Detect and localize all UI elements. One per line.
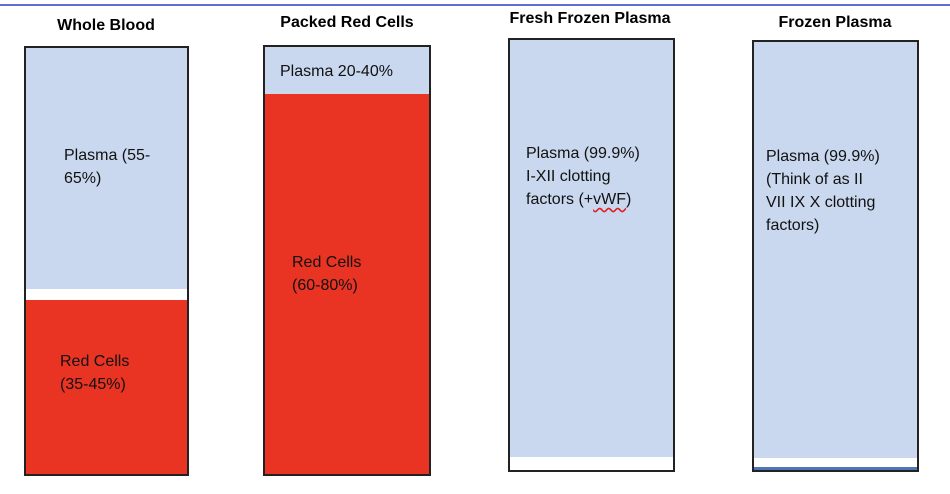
frozen-plasma-title: Frozen Plasma	[778, 14, 892, 31]
label-line: Plasma (99.9%)	[526, 145, 640, 162]
plasma-label: Plasma (99.9%) (Think of as II VII IX X …	[766, 145, 880, 237]
label-line: VII IX X clotting	[766, 194, 876, 211]
whole-blood-container: Plasma (55- 65%) Red Cells (35-45%)	[24, 46, 189, 476]
red-cells-label: Red Cells (35-45%)	[60, 353, 130, 393]
label-line: (Think of as II	[766, 171, 863, 188]
label-line: factors)	[766, 217, 820, 234]
plasma-layer	[510, 40, 673, 457]
label-text: )	[626, 191, 632, 208]
bottom-strip	[754, 467, 917, 470]
label-line: factors (+vWF)	[526, 188, 640, 211]
label-line: I-XII clotting	[526, 168, 611, 185]
fresh-frozen-plasma-container: Plasma (99.9%) I-XII clotting factors (+…	[508, 38, 675, 472]
frozen-plasma-container: Plasma (99.9%) (Think of as II VII IX X …	[752, 40, 919, 472]
red-cells-layer	[265, 94, 429, 474]
plasma-label: Plasma (55- 65%)	[64, 147, 151, 187]
spellcheck-underlined-text: vWF	[593, 191, 627, 208]
whole-blood-title: Whole Blood	[57, 17, 155, 34]
top-rule	[0, 4, 950, 6]
fresh-frozen-plasma-title: Fresh Frozen Plasma	[509, 10, 671, 27]
plasma-layer	[26, 48, 187, 289]
packed-red-cells-title: Packed Red Cells	[280, 14, 414, 31]
plasma-label: Plasma 20-40%	[280, 63, 393, 80]
red-cells-label: Red Cells (60-80%)	[292, 254, 362, 294]
plasma-label: Plasma (99.9%) I-XII clotting factors (+…	[526, 142, 640, 211]
label-line: Plasma (99.9%)	[766, 148, 880, 165]
plasma-layer	[265, 47, 429, 94]
plasma-layer	[754, 42, 917, 458]
red-cells-layer	[26, 300, 187, 474]
label-text: factors (+	[526, 191, 594, 208]
packed-red-cells-container: Plasma 20-40% Red Cells (60-80%)	[263, 45, 431, 476]
